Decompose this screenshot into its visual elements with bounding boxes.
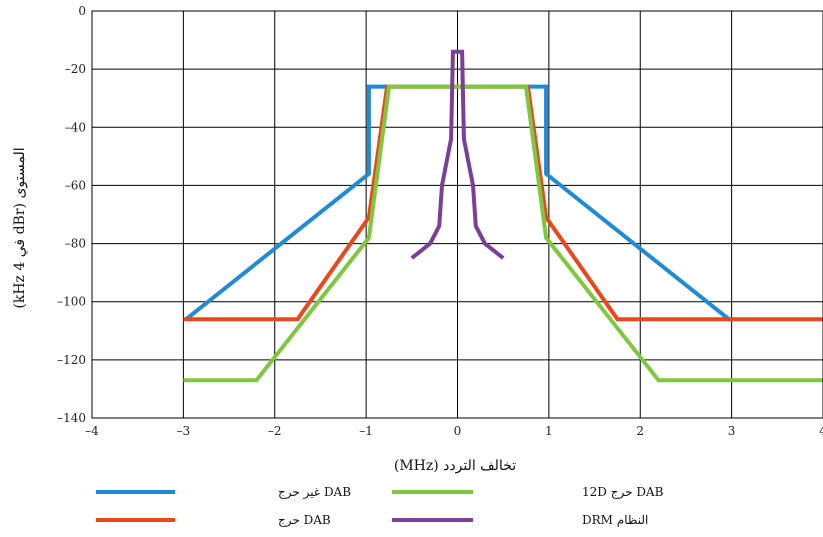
legend-label: DAB غير حرج [278, 485, 351, 499]
series-line [183, 84, 823, 383]
y-tick-label: –80 [65, 237, 86, 251]
legend-label: DAB حرج 12D [582, 485, 664, 499]
y-tick-label: –60 [65, 178, 86, 192]
y-tick-label: –20 [65, 62, 86, 76]
tick-labels: –4 –3 –2 –1 0 1 2 3 4 0 –20 –40 –60 –80 –100 –120 –140 [57, 4, 823, 438]
x-tick-label: –2 [268, 424, 282, 438]
x-tick-label: –3 [177, 424, 191, 438]
x-axis-title: تخالف التردد (MHz) [394, 458, 516, 474]
x-tick-label: 1 [545, 424, 553, 438]
y-tick-label: –40 [65, 120, 86, 134]
series-line [410, 49, 505, 260]
legend-label: DAB حرج [278, 513, 331, 527]
legend: DAB غير حرج DAB حرج DAB حرج 12D النظام DRM [96, 485, 664, 527]
y-tick-label: –140 [57, 411, 86, 425]
y-tick-label: –100 [57, 295, 86, 309]
series-layer [183, 49, 823, 383]
x-tick-label: 2 [636, 424, 644, 438]
x-tick-label: –1 [359, 424, 373, 438]
x-tick-label: 4 [819, 424, 823, 438]
y-axis-title: المستوى (dBr في 4 kHz) [12, 147, 28, 308]
x-tick-label: 0 [454, 424, 462, 438]
grid [91, 10, 823, 419]
x-tick-label: 3 [728, 424, 736, 438]
plot-frame [91, 10, 823, 419]
legend-label: النظام DRM [582, 513, 648, 527]
y-tick-label: 0 [78, 4, 86, 18]
x-tick-label: –4 [85, 424, 99, 438]
series-line [183, 84, 823, 322]
y-tick-label: –120 [57, 353, 86, 367]
